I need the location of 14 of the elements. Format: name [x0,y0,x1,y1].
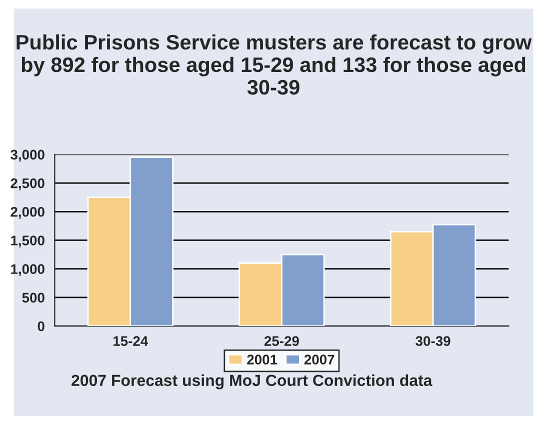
y-tick-label: 3,000 [10,150,44,162]
legend-label: 2007 [304,354,334,365]
y-tick-label: 500 [22,292,44,303]
y-tick-label: 1,000 [11,264,44,276]
x-tick-label: 25-29 [264,336,299,346]
legend-label: 2001 [247,354,278,365]
x-tick-label: 15-24 [113,336,148,346]
y-tick-label: 2,000 [10,206,44,219]
text: 2007 Forecast using MoJ Court Conviction data [72,374,432,390]
chart-title: Public Prisons Service musters are forecast to grow by 892 for those aged 15-29 and 133 for those aged 30-39 [16,34,532,95]
y-tick-label: 2,500 [10,178,44,190]
x-tick-label: 30-39 [416,336,450,346]
y-tick-label: 0 [38,321,44,332]
y-tick-label: 1,500 [11,236,44,248]
